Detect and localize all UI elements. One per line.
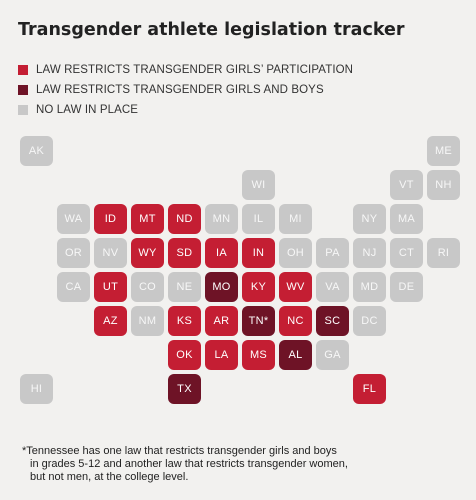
state-tile-in: IN: [242, 238, 275, 268]
tile-grid-map: AK ME WI VT NH WA ID MT ND MN IL MI NY MA OR NV WY SD IA IN…: [20, 136, 460, 404]
state-tile-mt: MT: [131, 204, 164, 234]
state-tile-oh: OH: [279, 238, 312, 268]
state-tile-az: AZ: [94, 306, 127, 336]
state-tile-pa: PA: [316, 238, 349, 268]
state-tile-ct: CT: [390, 238, 423, 268]
legend-swatch-both: [18, 85, 28, 95]
state-tile-va: VA: [316, 272, 349, 302]
state-tile-tn: TN*: [242, 306, 275, 336]
state-tile-ia: IA: [205, 238, 238, 268]
state-tile-la: LA: [205, 340, 238, 370]
state-tile-mi: MI: [279, 204, 312, 234]
state-tile-ny: NY: [353, 204, 386, 234]
footnote-line-2: in grades 5-12 and another law that rest…: [30, 458, 348, 470]
state-tile-wi: WI: [242, 170, 275, 200]
state-tile-sc: SC: [316, 306, 349, 336]
footnote-line-3: but not men, at the college level.: [30, 471, 189, 483]
state-tile-wa: WA: [57, 204, 90, 234]
state-tile-il: IL: [242, 204, 275, 234]
legend-label-both: LAW RESTRICTS TRANSGENDER GIRLS AND BOYS: [36, 84, 324, 96]
state-tile-wv: WV: [279, 272, 312, 302]
state-tile-ma: MA: [390, 204, 423, 234]
legend-item-girls: LAW RESTRICTS TRANSGENDER GIRLS’ PARTICI…: [18, 60, 353, 80]
state-tile-co: CO: [131, 272, 164, 302]
state-tile-ri: RI: [427, 238, 460, 268]
state-tile-nj: NJ: [353, 238, 386, 268]
state-tile-ak: AK: [20, 136, 53, 166]
state-tile-al: AL: [279, 340, 312, 370]
legend-swatch-none: [18, 105, 28, 115]
state-tile-sd: SD: [168, 238, 201, 268]
state-tile-tx: TX: [168, 374, 201, 404]
legend-label-none: NO LAW IN PLACE: [36, 104, 139, 116]
state-tile-me: ME: [427, 136, 460, 166]
state-tile-md: MD: [353, 272, 386, 302]
legend-item-both: LAW RESTRICTS TRANSGENDER GIRLS AND BOYS: [18, 80, 353, 100]
state-tile-nh: NH: [427, 170, 460, 200]
legend: LAW RESTRICTS TRANSGENDER GIRLS’ PARTICI…: [18, 60, 353, 120]
state-tile-ut: UT: [94, 272, 127, 302]
state-tile-ga: GA: [316, 340, 349, 370]
state-tile-nv: NV: [94, 238, 127, 268]
state-tile-ks: KS: [168, 306, 201, 336]
state-tile-ky: KY: [242, 272, 275, 302]
state-tile-ne: NE: [168, 272, 201, 302]
footnote: *Tennessee has one law that restricts tr…: [22, 445, 462, 484]
footnote-line-1: *Tennessee has one law that restricts tr…: [22, 445, 337, 457]
state-tile-dc: DC: [353, 306, 386, 336]
state-tile-vt: VT: [390, 170, 423, 200]
state-tile-ar: AR: [205, 306, 238, 336]
state-tile-mo: MO: [205, 272, 238, 302]
state-tile-nc: NC: [279, 306, 312, 336]
state-tile-id: ID: [94, 204, 127, 234]
state-tile-ok: OK: [168, 340, 201, 370]
state-tile-fl: FL: [353, 374, 386, 404]
state-tile-wy: WY: [131, 238, 164, 268]
page-title: Transgender athlete legislation tracker: [18, 20, 405, 40]
state-tile-nm: NM: [131, 306, 164, 336]
state-tile-ca: CA: [57, 272, 90, 302]
state-tile-de: DE: [390, 272, 423, 302]
legend-swatch-girls: [18, 65, 28, 75]
state-tile-hi: HI: [20, 374, 53, 404]
legend-item-none: NO LAW IN PLACE: [18, 100, 353, 120]
state-tile-nd: ND: [168, 204, 201, 234]
state-tile-ms: MS: [242, 340, 275, 370]
state-tile-or: OR: [57, 238, 90, 268]
legend-label-girls: LAW RESTRICTS TRANSGENDER GIRLS’ PARTICI…: [36, 64, 354, 76]
state-tile-mn: MN: [205, 204, 238, 234]
